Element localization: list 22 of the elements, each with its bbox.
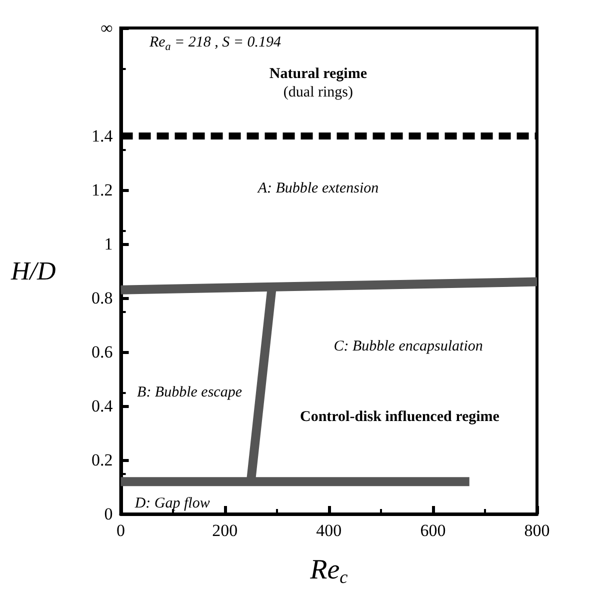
y-tick-label: 1.2 — [92, 180, 113, 200]
x-tick-label: 800 — [524, 521, 550, 540]
y-tick-label: 0.6 — [92, 342, 113, 362]
annotation: C: Bubble encapsulation — [334, 338, 483, 354]
y-tick-label: 0.4 — [92, 396, 114, 416]
y-tick-label: 1.4 — [92, 126, 114, 146]
annotation: (dual rings) — [283, 84, 353, 101]
y-tick-label: 0.2 — [92, 450, 113, 470]
annotation: B: Bubble escape — [137, 384, 242, 400]
x-tick-label: 400 — [316, 521, 342, 540]
annotation: D: Gap flow — [134, 495, 210, 512]
annotation: A: Bubble extension — [256, 180, 379, 196]
y-tick-label: 0.8 — [92, 288, 113, 308]
x-tick-label: 600 — [420, 521, 446, 540]
y-tick-label: ∞ — [100, 18, 113, 38]
x-tick-label: 0 — [116, 521, 126, 540]
annotation: Natural regime — [269, 66, 368, 82]
annotation: Control-disk influenced regime — [300, 408, 500, 425]
y-tick-label: 0 — [104, 504, 113, 524]
x-tick-label: 200 — [212, 521, 238, 540]
y-axis-title: H/D — [10, 256, 56, 286]
y-tick-label: 1 — [104, 234, 113, 254]
